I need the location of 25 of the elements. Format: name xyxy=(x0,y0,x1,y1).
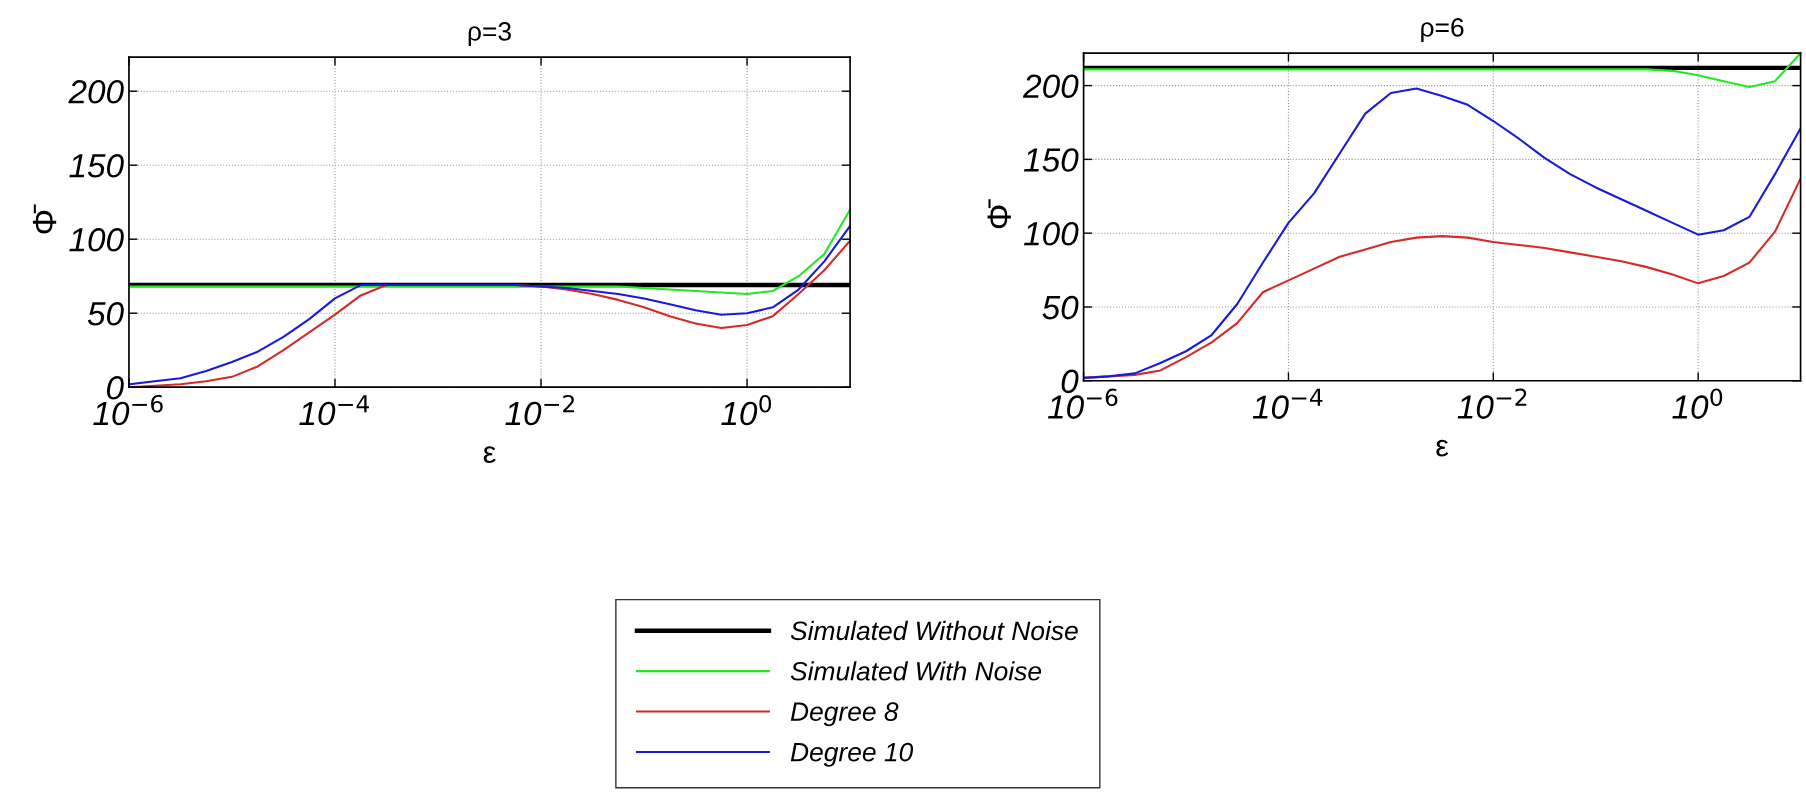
x-tick-label: 10$^{−2}$ xyxy=(1457,388,1527,419)
x-tick-label: 10$^{−2}$ xyxy=(505,394,574,426)
y-tick-label: 200 xyxy=(1022,74,1079,98)
x-tick-label: 10$^{0}$ xyxy=(721,394,772,426)
x-axis-title: ε xyxy=(1436,439,1449,457)
legend-label: Simulated With Noise xyxy=(790,661,1042,681)
x-axis-title: ε xyxy=(483,446,496,463)
x-tick-label: 10$^{−4}$ xyxy=(299,395,369,426)
y-tick-label: 200 xyxy=(68,80,124,104)
x-tick-label: 10$^{−4}$ xyxy=(1252,388,1323,419)
y-axis-title: Φ̄ xyxy=(32,204,57,234)
legend-label: Degree 8 xyxy=(790,702,899,727)
y-tick-label: 150 xyxy=(69,154,124,178)
legend-label: Simulated Without Noise xyxy=(790,620,1078,641)
x-tick-label: 10$^{0}$ xyxy=(1672,388,1723,419)
chart-title: ρ=6 xyxy=(1421,18,1464,42)
y-tick-label: 50 xyxy=(87,302,124,326)
chart-title: ρ=3 xyxy=(468,22,511,46)
legend-label: Degree 10 xyxy=(790,742,914,767)
y-tick-label: 100 xyxy=(69,228,124,252)
y-tick-label: 150 xyxy=(1023,148,1079,172)
line-series xyxy=(128,208,851,295)
y-axis-title: Φ̄ xyxy=(987,199,1011,229)
y-tick-label: 100 xyxy=(1023,221,1079,246)
y-tick-label: 50 xyxy=(1042,295,1079,320)
